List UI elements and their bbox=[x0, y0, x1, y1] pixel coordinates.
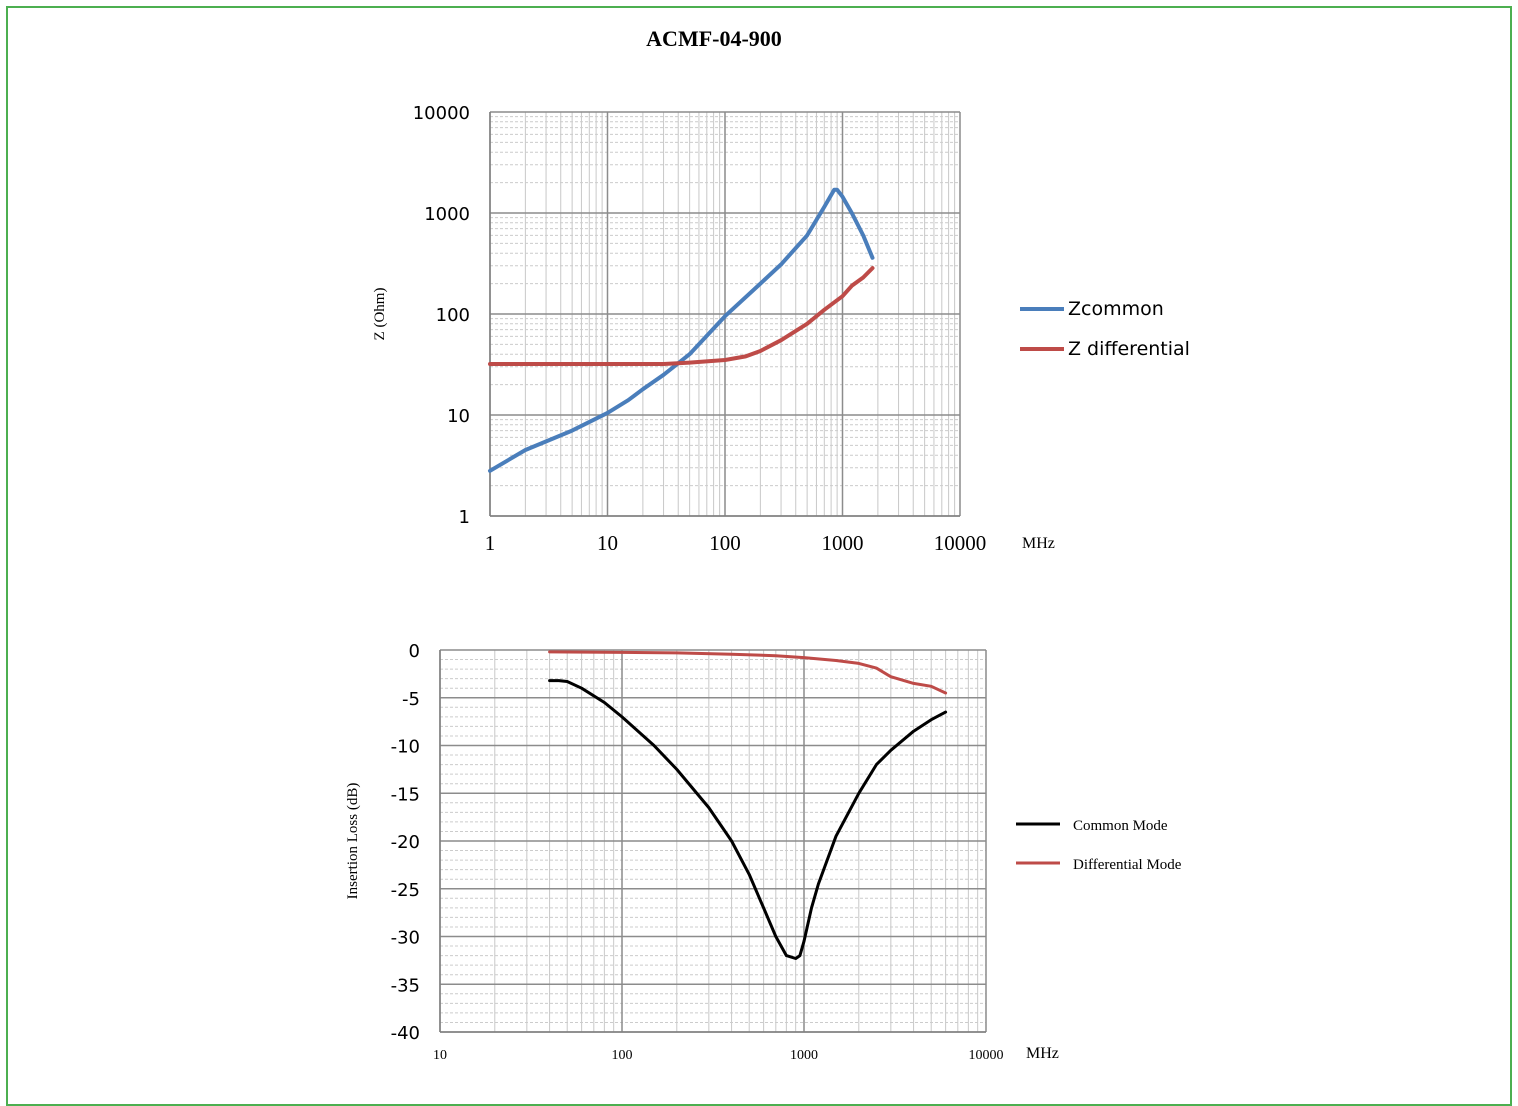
insertion-loss-x-tick-label: 10 bbox=[433, 1048, 447, 1063]
insertion-loss-y-tick-label: -40 bbox=[391, 1023, 420, 1044]
insertion-loss-y-tick-label: -10 bbox=[391, 737, 420, 758]
insertion-loss-series-line-differential-mode bbox=[548, 650, 948, 695]
insertion-loss-y-tick-label: -20 bbox=[391, 832, 420, 853]
impedance-y-tick-label: 1000 bbox=[424, 204, 470, 225]
page-title: ACMF-04-900 bbox=[646, 26, 782, 51]
insertion-loss-y-tick-label: -30 bbox=[391, 928, 420, 949]
insertion-loss-x-tick-label: 100 bbox=[612, 1048, 633, 1063]
insertion-loss-y-tick-label: -35 bbox=[391, 975, 420, 996]
impedance-x-tick-label: 10000 bbox=[934, 531, 987, 555]
impedance-x-tick-label: 100 bbox=[709, 531, 741, 555]
insertion-loss-y-axis-label: Insertion Loss (dB) bbox=[345, 783, 361, 900]
impedance-y-tick-label: 100 bbox=[436, 305, 470, 326]
insertion-loss-x-tick-label: 1000 bbox=[790, 1048, 818, 1063]
impedance-x-tick-label: 1 bbox=[485, 531, 496, 555]
impedance-x-tick-label: 1000 bbox=[822, 531, 864, 555]
insertion-loss-series-line-common-mode bbox=[548, 679, 948, 960]
impedance-series-line-zcommon bbox=[488, 187, 875, 473]
impedance-x-tick-label: 10 bbox=[597, 531, 618, 555]
insertion-loss-x-tick-label: 10000 bbox=[969, 1048, 1004, 1063]
insertion-loss-legend-label: Common Mode bbox=[1073, 818, 1168, 834]
impedance-y-tick-label: 10000 bbox=[413, 103, 470, 124]
impedance-y-axis-label: Z (Ohm) bbox=[372, 288, 388, 341]
impedance-y-tick-label: 1 bbox=[459, 507, 470, 528]
impedance-legend-label: Z differential bbox=[1068, 338, 1190, 360]
impedance-legend-label: Zcommon bbox=[1068, 298, 1164, 320]
insertion-loss-x-axis-label: MHz bbox=[1026, 1045, 1059, 1062]
impedance-y-tick-label: 10 bbox=[447, 406, 470, 427]
impedance-series-line-z-differential bbox=[488, 266, 875, 366]
impedance-x-axis-label: MHz bbox=[1022, 535, 1055, 552]
insertion-loss-legend-label: Differential Mode bbox=[1073, 857, 1182, 873]
insertion-loss-y-tick-label: 0 bbox=[409, 641, 420, 662]
insertion-loss-y-tick-label: -5 bbox=[402, 689, 420, 710]
insertion-loss-y-tick-label: -25 bbox=[391, 880, 420, 901]
insertion-loss-y-tick-label: -15 bbox=[391, 784, 420, 805]
